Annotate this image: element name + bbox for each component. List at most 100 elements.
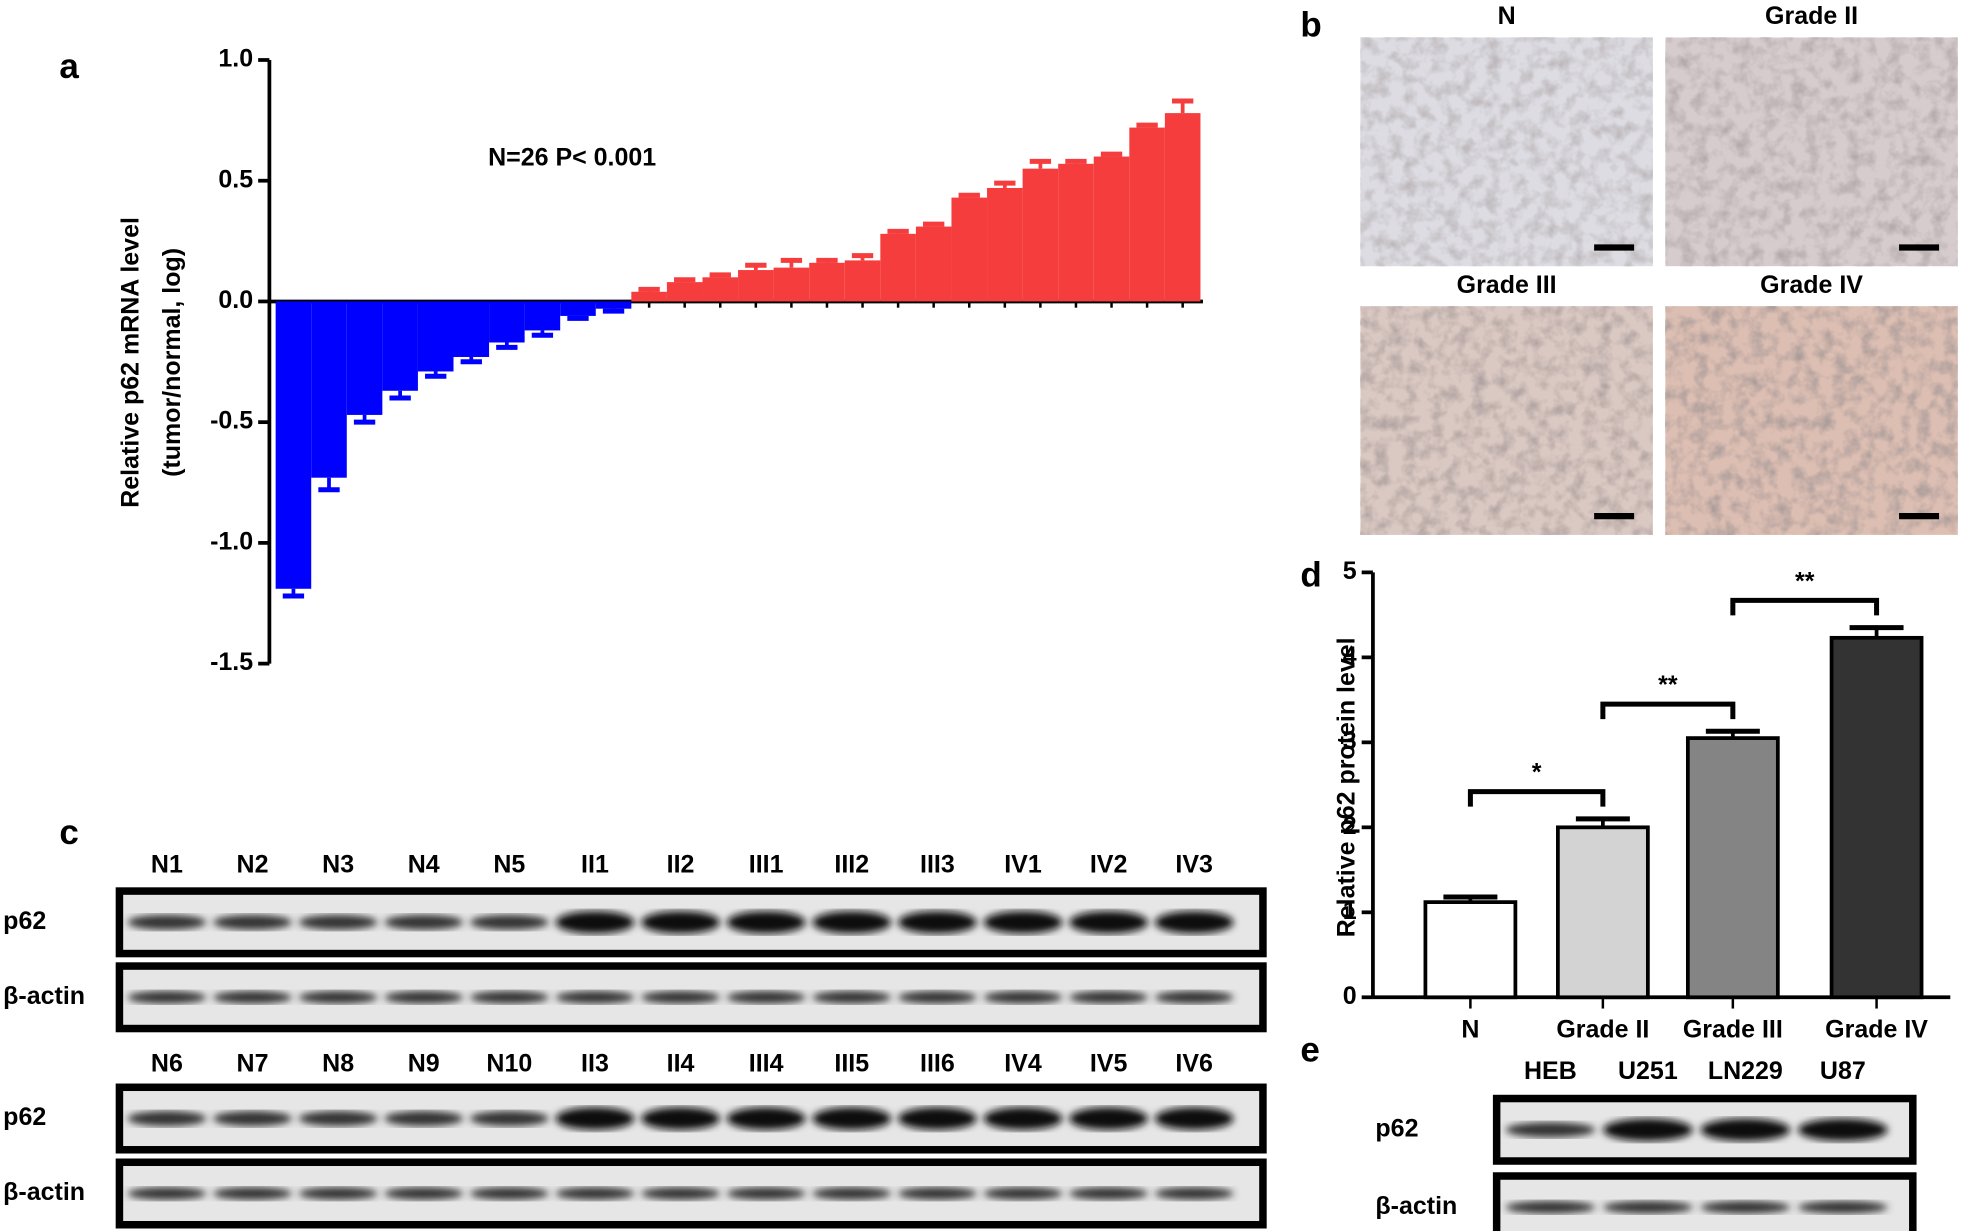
band <box>1154 1187 1234 1200</box>
lane-label: IV1 <box>1004 851 1042 879</box>
bar <box>453 301 490 357</box>
y-axis-label: Relative p62 mRNA level <box>117 217 145 508</box>
lane-label: N9 <box>408 1049 440 1077</box>
significance-label: * <box>1532 759 1542 787</box>
row-label: β-actin <box>3 982 85 1010</box>
panel-label: c <box>59 813 78 852</box>
bar <box>489 301 525 343</box>
band <box>1700 1201 1791 1214</box>
band <box>469 1187 549 1200</box>
band <box>1069 991 1148 1004</box>
band <box>983 1107 1063 1130</box>
ihc-label: Grade III <box>1457 271 1557 299</box>
y-tick-label: 2 <box>1343 812 1357 840</box>
band <box>1069 1187 1148 1200</box>
band <box>298 914 378 930</box>
band <box>213 914 292 930</box>
bar <box>1423 900 1518 1000</box>
bar <box>311 301 347 478</box>
bar <box>560 301 596 316</box>
x-tick-label: Grade IV <box>1825 1016 1928 1044</box>
lane-label: IV2 <box>1090 851 1128 879</box>
significance-label: ** <box>1795 568 1815 596</box>
bar <box>631 291 667 302</box>
lane-label: II1 <box>581 851 609 879</box>
band <box>555 1187 635 1200</box>
band <box>898 991 977 1004</box>
bar <box>524 301 561 331</box>
band <box>127 914 207 930</box>
y-tick-label: 0.5 <box>218 165 253 193</box>
band <box>384 914 464 930</box>
band <box>812 1107 892 1130</box>
band <box>298 1111 378 1127</box>
bar <box>738 270 774 302</box>
band <box>641 1187 720 1200</box>
panel-label: e <box>1300 1031 1319 1070</box>
bar <box>1093 156 1130 302</box>
x-tick-label: Grade II <box>1556 1016 1649 1044</box>
bar <box>702 277 739 302</box>
lane-label: N1 <box>151 851 183 879</box>
band <box>812 1187 892 1200</box>
lane-label: III5 <box>834 1049 869 1077</box>
lane-label: IV6 <box>1175 1049 1213 1077</box>
y-tick-label: 0.0 <box>218 286 253 314</box>
lane-label: N5 <box>493 851 525 879</box>
y-tick-label: 3 <box>1343 727 1357 755</box>
bar <box>417 301 454 372</box>
band <box>1505 1122 1596 1138</box>
band <box>726 1187 806 1200</box>
y-tick-label: 1 <box>1343 897 1357 925</box>
bar <box>987 187 1023 302</box>
row-label: p62 <box>1375 1114 1418 1142</box>
ihc-texture <box>1360 37 1653 267</box>
row-label: β-actin <box>3 1178 85 1206</box>
x-tick-label: Grade III <box>1683 1016 1783 1044</box>
ihc-texture <box>1360 306 1653 535</box>
band <box>469 1111 549 1127</box>
band <box>213 1111 292 1127</box>
ihc-label: Grade IV <box>1760 271 1863 299</box>
band <box>469 914 549 930</box>
lane-label: U251 <box>1618 1057 1678 1085</box>
bar <box>1685 736 1780 1000</box>
band <box>127 1187 207 1200</box>
band <box>298 1187 378 1200</box>
band <box>1797 1201 1888 1214</box>
bar <box>1058 163 1094 302</box>
lane-label: III3 <box>920 851 955 879</box>
band <box>812 911 892 934</box>
y-tick-label: 5 <box>1343 557 1357 585</box>
band <box>555 991 635 1004</box>
band <box>726 911 806 934</box>
lane-label: II2 <box>667 851 695 879</box>
band <box>1069 911 1148 934</box>
band <box>898 1107 977 1130</box>
band <box>641 911 720 934</box>
band <box>1154 991 1234 1004</box>
band <box>384 991 464 1004</box>
lane-label: N10 <box>486 1049 532 1077</box>
ihc-texture <box>1665 37 1958 267</box>
band <box>812 991 892 1004</box>
y-axis-label: Relative p62 protein level <box>1333 637 1361 937</box>
lane-label: II3 <box>581 1049 609 1077</box>
row-label: p62 <box>3 907 46 935</box>
band <box>726 991 806 1004</box>
lane-label: LN229 <box>1708 1057 1783 1085</box>
bar <box>595 301 632 309</box>
bar <box>1556 825 1650 1000</box>
band <box>983 991 1063 1004</box>
significance-bracket <box>1600 701 1736 720</box>
bar <box>666 282 703 302</box>
panel-label: d <box>1300 556 1321 595</box>
band <box>726 1107 806 1130</box>
y-axis-label: (tumor/normal, log) <box>158 248 186 477</box>
lane-label: N6 <box>151 1049 183 1077</box>
band <box>127 1111 207 1127</box>
band <box>213 991 292 1004</box>
lane-label: N7 <box>237 1049 269 1077</box>
lane-label: IV3 <box>1175 851 1213 879</box>
